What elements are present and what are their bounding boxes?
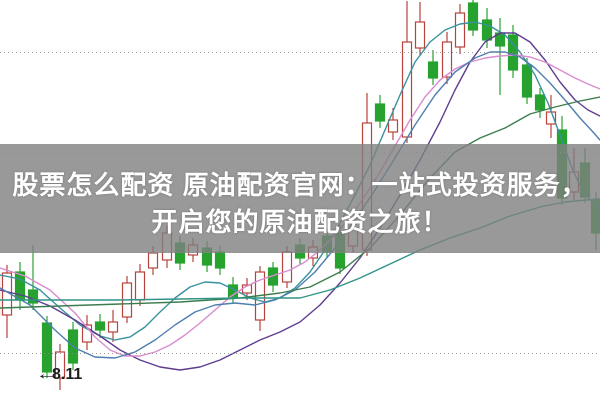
low-price-value: 8.11 xyxy=(52,366,83,383)
candle-body-up xyxy=(107,321,119,333)
candle-body-up xyxy=(281,251,293,283)
gridlines-layer xyxy=(0,52,600,354)
candle-body-up xyxy=(54,351,66,379)
candle-body-up xyxy=(134,271,146,301)
candle-body-up xyxy=(441,41,453,78)
candle-body-down xyxy=(467,2,479,31)
candle-body-up xyxy=(454,12,466,48)
candle-body-up xyxy=(147,252,159,269)
candle-body-down xyxy=(27,289,39,304)
candle-body-down xyxy=(521,64,533,98)
candle-body-down xyxy=(481,19,493,41)
candle-body-down xyxy=(94,321,106,331)
candle-body-down xyxy=(374,103,386,122)
candle-body-up xyxy=(387,119,399,133)
candle-body-down xyxy=(41,322,53,373)
ma-purple xyxy=(0,32,600,371)
candle-body-down xyxy=(214,251,226,269)
banner-overlay xyxy=(0,144,600,253)
low-price-annotation: ← 8.11 xyxy=(35,366,82,384)
candle-body-up xyxy=(401,41,413,138)
candle-body-down xyxy=(427,61,439,79)
candle-body-down xyxy=(534,94,546,111)
arrow-left-icon: ← xyxy=(35,366,59,383)
candle-body-up xyxy=(414,21,426,49)
